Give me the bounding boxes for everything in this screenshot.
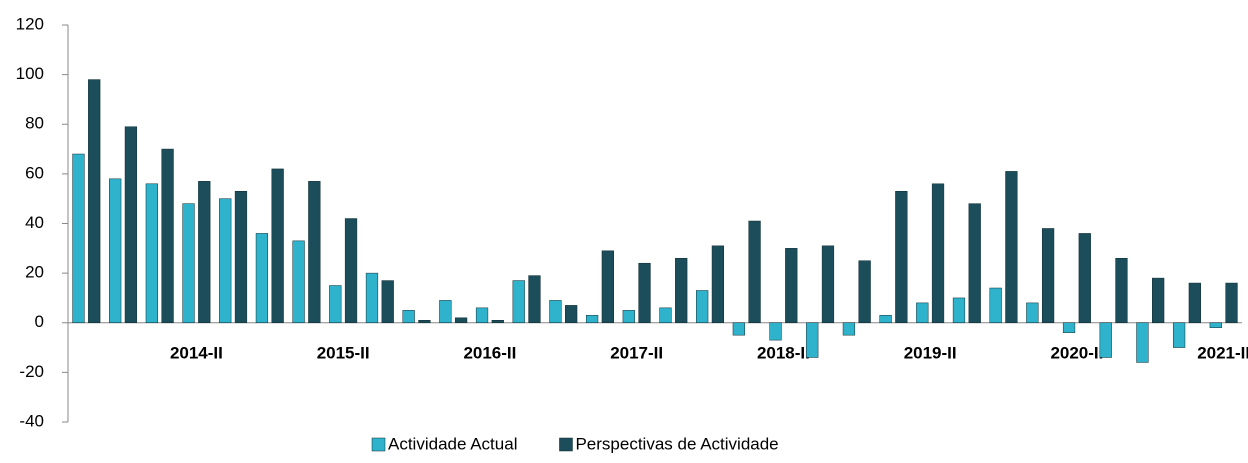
bar bbox=[952, 297, 966, 323]
bar bbox=[785, 248, 798, 323]
bar bbox=[1078, 233, 1091, 323]
legend-swatch bbox=[371, 437, 386, 452]
bar bbox=[1026, 302, 1039, 323]
bar bbox=[1225, 282, 1238, 323]
bar bbox=[1005, 171, 1018, 323]
bar bbox=[1041, 228, 1055, 323]
x-tick-label: 2015-II bbox=[317, 343, 370, 362]
bar bbox=[234, 190, 248, 323]
bar bbox=[381, 280, 394, 324]
y-tick-label: 40 bbox=[25, 213, 44, 232]
bar bbox=[454, 317, 468, 324]
bar bbox=[748, 220, 761, 323]
y-tick-label: 120 bbox=[16, 14, 44, 33]
legend-swatch bbox=[559, 437, 573, 452]
bar bbox=[145, 183, 158, 323]
bar bbox=[916, 302, 929, 323]
bar bbox=[439, 300, 452, 324]
bar bbox=[528, 275, 541, 324]
bar bbox=[879, 315, 892, 323]
bar bbox=[88, 79, 101, 324]
bar bbox=[329, 285, 342, 323]
bar bbox=[1099, 322, 1112, 358]
y-tick-label: 20 bbox=[25, 263, 44, 282]
bar bbox=[1115, 257, 1128, 323]
bar bbox=[675, 257, 688, 323]
bar bbox=[622, 310, 635, 323]
bar bbox=[821, 245, 835, 323]
y-tick-label: -20 bbox=[19, 362, 44, 381]
bar bbox=[72, 153, 85, 323]
bar bbox=[475, 307, 489, 323]
bar bbox=[1136, 322, 1149, 363]
bar bbox=[124, 126, 138, 323]
bar bbox=[402, 310, 415, 323]
bar bbox=[418, 320, 431, 323]
bar bbox=[109, 178, 122, 323]
bar bbox=[711, 245, 725, 323]
bar bbox=[219, 198, 232, 323]
bar bbox=[989, 287, 1002, 324]
bar bbox=[638, 262, 651, 324]
bar bbox=[512, 280, 525, 324]
legend-label: Perspectivas de Actividade bbox=[575, 434, 778, 453]
y-tick-label: 100 bbox=[16, 64, 44, 83]
bar bbox=[585, 315, 599, 323]
bar bbox=[255, 233, 269, 323]
bar bbox=[365, 272, 379, 323]
bar bbox=[198, 181, 211, 323]
y-tick-label: 80 bbox=[25, 114, 44, 133]
bar bbox=[659, 307, 672, 323]
bar bbox=[1209, 322, 1222, 328]
x-tick-label: 2021-II bbox=[1197, 343, 1248, 362]
bar bbox=[1062, 322, 1076, 333]
bar bbox=[308, 181, 321, 323]
bar bbox=[1188, 282, 1201, 323]
x-tick-label: 2018-II bbox=[757, 343, 810, 362]
bar bbox=[491, 320, 504, 323]
bar bbox=[858, 260, 871, 323]
x-tick-label: 2016-II bbox=[463, 343, 516, 362]
bar bbox=[292, 240, 305, 323]
bar bbox=[1172, 322, 1186, 348]
bar bbox=[769, 322, 782, 341]
y-tick-label: -40 bbox=[19, 411, 44, 430]
bar bbox=[271, 168, 284, 323]
bar bbox=[895, 190, 908, 323]
x-tick-label: 2019-II bbox=[904, 343, 957, 362]
bar bbox=[968, 203, 981, 323]
y-tick-label: 60 bbox=[25, 163, 44, 182]
bar bbox=[344, 218, 358, 324]
bar bbox=[182, 203, 195, 323]
bar bbox=[696, 290, 709, 323]
bar bbox=[565, 305, 578, 324]
x-tick-label: 2017-II bbox=[610, 343, 663, 362]
legend-label: Actividade Actual bbox=[388, 434, 517, 453]
bar bbox=[1152, 277, 1165, 323]
bar bbox=[549, 300, 562, 324]
bar bbox=[806, 322, 819, 358]
bar bbox=[842, 322, 856, 336]
bar bbox=[931, 183, 945, 323]
y-tick-label: 0 bbox=[35, 312, 44, 331]
bar bbox=[601, 250, 614, 323]
x-tick-label: 2020-II bbox=[1050, 343, 1103, 362]
bar bbox=[161, 148, 174, 323]
bar bbox=[732, 322, 745, 336]
x-tick-label: 2014-II bbox=[170, 343, 223, 362]
